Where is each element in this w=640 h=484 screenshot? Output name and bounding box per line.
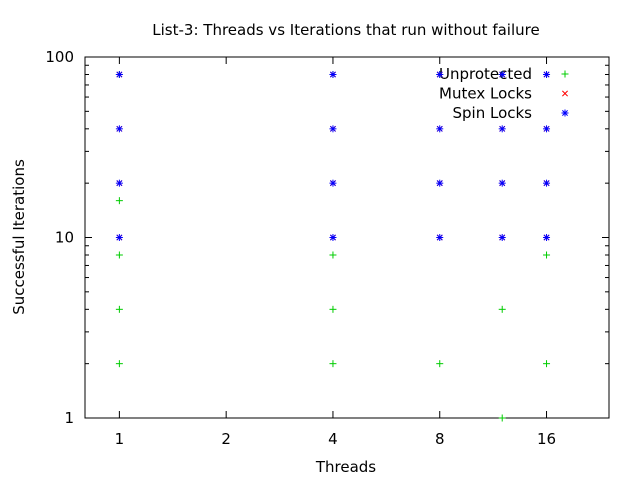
data-point	[115, 125, 123, 133]
data-point	[329, 125, 337, 133]
data-point	[329, 70, 337, 78]
legend-marker	[561, 70, 569, 78]
x-tick-label: 16	[537, 430, 556, 448]
data-point	[115, 197, 123, 205]
data-point	[329, 179, 337, 187]
data-point	[543, 70, 551, 78]
y-tick-label: 100	[45, 48, 74, 66]
legend-marker	[562, 90, 568, 97]
data-point	[436, 234, 444, 241]
legend-label: Mutex Locks	[439, 85, 532, 103]
x-tick-label: 4	[328, 430, 338, 448]
data-point	[436, 125, 444, 133]
data-point	[115, 251, 123, 259]
data-point	[115, 360, 123, 368]
data-point	[498, 70, 506, 78]
y-axis-label: Successful Iterations	[10, 159, 28, 315]
data-point	[498, 234, 506, 241]
data-point	[115, 305, 123, 313]
data-point	[498, 125, 506, 133]
data-point	[329, 360, 337, 368]
legend-label: Unprotected	[439, 65, 532, 83]
data-marks	[115, 70, 551, 422]
data-point	[115, 179, 123, 187]
x-tick-label: 8	[435, 430, 445, 448]
chart-title: List-3: Threads vs Iterations that run w…	[152, 21, 539, 39]
data-point	[543, 125, 551, 133]
data-point	[543, 234, 551, 241]
legend-marker	[561, 109, 569, 117]
data-point	[329, 234, 337, 241]
data-point	[436, 179, 444, 187]
data-point	[436, 360, 444, 368]
data-point	[543, 179, 551, 187]
series-unprotected	[115, 70, 551, 422]
data-point	[329, 251, 337, 259]
data-point	[329, 305, 337, 313]
x-tick-label: 1	[115, 430, 125, 448]
data-point	[498, 305, 506, 313]
legend-label: Spin Locks	[452, 104, 532, 122]
data-point	[543, 360, 551, 368]
y-tick-label: 10	[55, 229, 74, 247]
data-point	[543, 251, 551, 259]
data-point	[115, 70, 123, 78]
data-point	[498, 414, 506, 422]
data-point	[436, 70, 444, 78]
x-tick-label: 2	[221, 430, 231, 448]
axes-layer: 1 2 4 8 16 1 10 100	[45, 48, 609, 448]
data-point	[498, 179, 506, 187]
x-axis-label: Threads	[315, 458, 376, 476]
data-point	[115, 234, 123, 241]
y-tick-label: 1	[64, 409, 74, 427]
series-spin-locks	[115, 70, 551, 241]
